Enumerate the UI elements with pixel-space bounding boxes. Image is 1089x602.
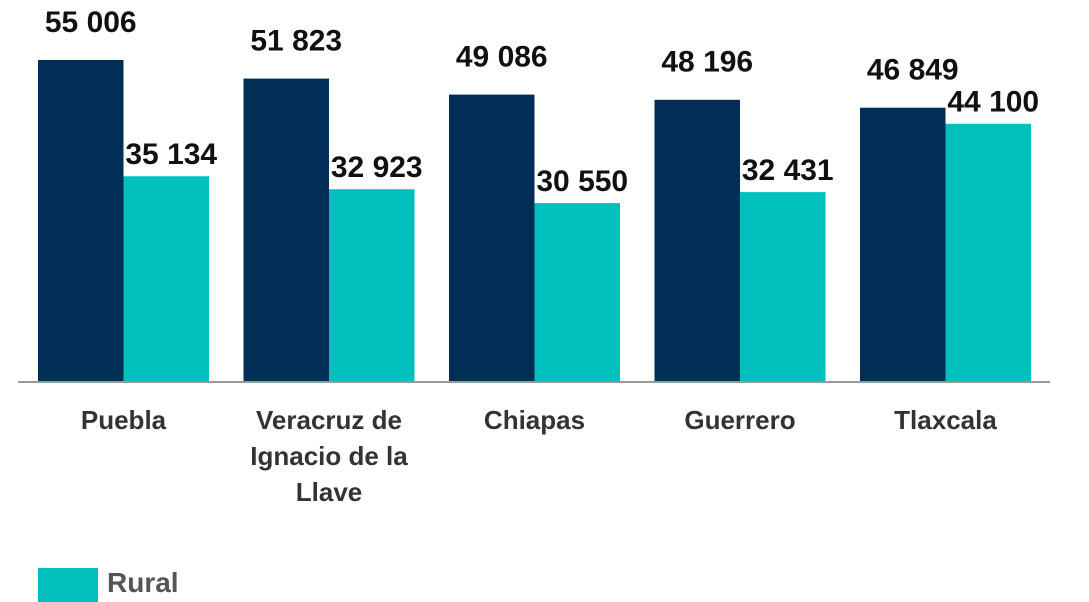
bar xyxy=(329,189,415,382)
value-label: 55 006 xyxy=(45,6,137,39)
value-label: 48 196 xyxy=(661,46,753,79)
bar xyxy=(243,78,329,383)
value-label: 51 823 xyxy=(250,24,342,57)
bar xyxy=(860,107,946,383)
value-label: 32 431 xyxy=(742,154,834,187)
value-label: 49 086 xyxy=(456,41,548,74)
value-label: 44 100 xyxy=(947,86,1039,119)
value-label: 32 923 xyxy=(331,151,423,184)
bar xyxy=(654,99,740,382)
value-label: 35 134 xyxy=(125,138,217,171)
x-tick-label: Chiapas xyxy=(483,405,586,435)
bar xyxy=(38,59,124,382)
value-label: 46 849 xyxy=(867,54,959,87)
legend-label: Rural xyxy=(107,567,179,598)
x-tick-label: Puebla xyxy=(80,405,167,435)
x-tick-label: Tlaxcala xyxy=(894,405,997,435)
value-label: 30 550 xyxy=(536,165,628,198)
x-tick-label: Veracruz de Ignacio de la Llave xyxy=(250,405,408,507)
legend-swatch xyxy=(38,568,98,602)
bar xyxy=(740,192,826,382)
bar xyxy=(123,176,209,382)
bar xyxy=(945,123,1031,383)
bar xyxy=(449,94,535,382)
bar xyxy=(534,203,620,382)
x-tick-label: Guerrero xyxy=(684,405,796,435)
